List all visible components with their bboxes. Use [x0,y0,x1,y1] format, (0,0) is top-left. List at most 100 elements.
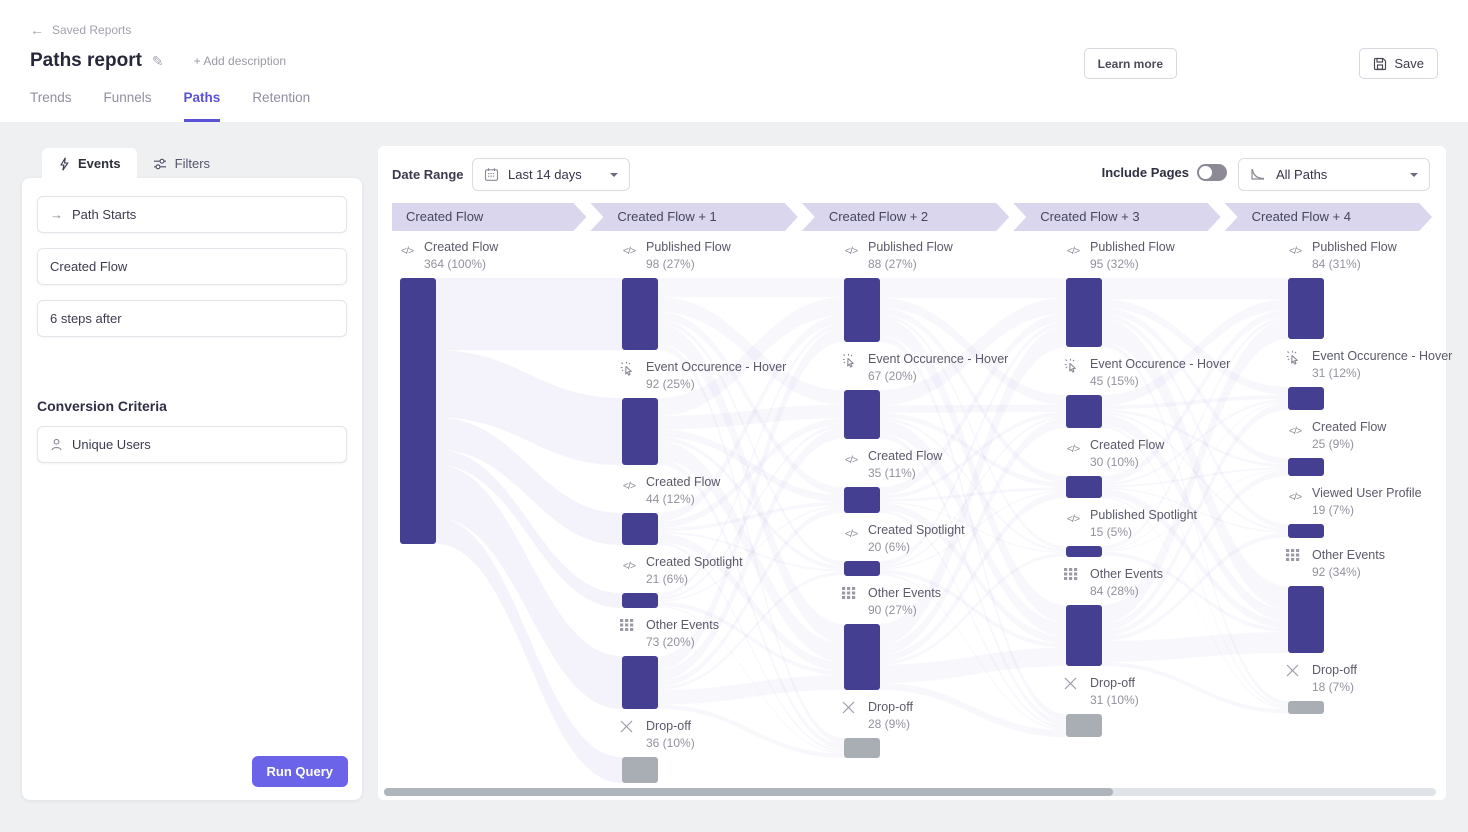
code-event-icon: </> [622,245,636,257]
horizontal-scrollbar-thumb[interactable] [384,788,1113,796]
flow-ribbon [658,429,844,503]
run-query-button[interactable]: Run Query [251,756,348,787]
report-tab-retention[interactable]: Retention [252,90,311,105]
flow-ribbon [1102,313,1288,529]
node-count: 84 (28%) [1090,584,1139,598]
event-node-bar[interactable] [1066,476,1102,498]
flow-ribbon [880,317,1066,623]
horizontal-scrollbar-track[interactable] [384,788,1436,796]
flow-ribbon [880,404,1066,413]
flow-ribbon [658,404,844,430]
code-event-icon: </> [1288,245,1302,257]
flow-ribbon [880,326,1066,645]
sankey-node: </> Created Flow 25 (9%) [1286,420,1468,476]
drop-off-bar[interactable] [844,738,880,758]
date-range-dropdown[interactable]: Last 14 days [472,158,630,191]
edit-title-pencil-icon[interactable]: ✎ [151,52,164,69]
node-count: 364 (100%) [424,257,487,271]
event-node-bar[interactable] [1066,395,1102,428]
flow-ribbon [1102,470,1288,637]
arrow-right-icon: → [50,207,63,222]
flow-ribbon [658,505,844,602]
flow-ribbon [658,601,844,676]
event-node-bar[interactable] [622,656,658,709]
event-node-bar[interactable] [844,561,880,576]
flow-ribbon [1102,532,1288,642]
flow-ribbon [1102,632,1288,662]
event-node-bar[interactable] [844,487,880,513]
report-tab-paths[interactable]: Paths [183,90,221,122]
flow-ribbon [658,297,844,416]
flow-ribbon [1102,425,1288,708]
tab-filters-label: Filters [174,156,211,171]
path-starts-label: Path Starts [72,207,137,222]
node-name: Other Events [868,586,941,600]
drop-off-bar[interactable] [622,757,658,783]
event-node-bar[interactable] [844,390,880,439]
add-description-button[interactable]: + Add description [193,54,287,68]
node-count: 36 (10%) [646,736,695,750]
flow-ribbon [1102,402,1288,632]
back-arrow-icon: ← [30,22,44,38]
flow-ribbon [1102,469,1288,552]
flow-ribbon [880,313,1066,496]
code-event-icon: </> [1066,513,1080,525]
flow-ribbon [1102,412,1288,532]
flow-ribbon [880,683,1066,738]
flow-ribbon [658,311,844,495]
sankey-node: </> Published Flow 98 (27%) [620,240,836,350]
report-tab-trends[interactable]: Trends [30,90,72,105]
drop-off-x-icon [1286,664,1304,677]
event-node-bar[interactable] [1066,278,1102,347]
flow-ribbon [1102,661,1288,714]
flow-ribbon [1102,414,1288,621]
node-name: Event Occurence - Hover [646,360,787,374]
flow-ribbon [658,533,844,672]
back-to-saved-reports[interactable]: ← Saved Reports [30,22,131,38]
tab-events[interactable]: Events [42,148,137,181]
start-event-selector[interactable]: Created Flow [37,248,347,285]
event-node-bar[interactable] [844,624,880,690]
event-node-bar[interactable] [1288,458,1324,476]
paths-chart-panel: Date Range Last 14 days Include Pages Al… [378,146,1452,800]
event-node-bar[interactable] [844,278,880,342]
node-name: Published Flow [1312,240,1397,254]
flow-ribbon [1102,318,1288,610]
paths-filter-dropdown[interactable]: All Paths [1238,158,1430,191]
drop-off-bar[interactable] [1288,701,1324,714]
event-node-bar[interactable] [1288,387,1324,410]
filters-sliders-icon [153,158,166,169]
drop-off-bar[interactable] [1066,714,1102,737]
path-starts-selector[interactable]: → Path Starts [37,196,347,233]
toggle-knob [1199,166,1212,179]
step-band-2: Created Flow + 2 [802,203,1009,231]
event-node-bar[interactable] [1066,605,1102,666]
event-node-bar[interactable] [1288,586,1324,653]
sankey-node: Event Occurence - Hover 92 (25%) [620,360,836,465]
save-button[interactable]: Save [1359,48,1438,79]
node-name: Event Occurence - Hover [1312,349,1453,363]
report-tab-funnels[interactable]: Funnels [103,90,152,105]
save-floppy-icon [1374,57,1387,70]
event-node-bar[interactable] [622,278,658,350]
flow-ribbon [658,507,844,687]
step-band-1: Created Flow + 1 [590,203,797,231]
counting-method-selector[interactable]: Unique Users [37,426,347,463]
event-node-bar[interactable] [1288,524,1324,538]
include-pages-toggle[interactable] [1197,164,1227,181]
flow-ribbon [436,417,622,546]
node-count: 31 (12%) [1312,366,1361,380]
steps-after-selector[interactable]: 6 steps after [37,300,347,337]
node-name: Other Events [1090,567,1163,581]
event-node-bar[interactable] [400,278,436,544]
event-node-bar[interactable] [622,513,658,545]
tab-filters[interactable]: Filters [137,148,226,181]
event-node-bar[interactable] [622,398,658,465]
event-node-bar[interactable] [622,593,658,608]
learn-more-button[interactable]: Learn more [1083,48,1177,79]
flow-ribbon [1102,278,1288,300]
lightning-icon [60,156,69,171]
node-count: 19 (7%) [1312,503,1355,517]
event-node-bar[interactable] [1288,278,1324,339]
event-node-bar[interactable] [1066,546,1102,557]
